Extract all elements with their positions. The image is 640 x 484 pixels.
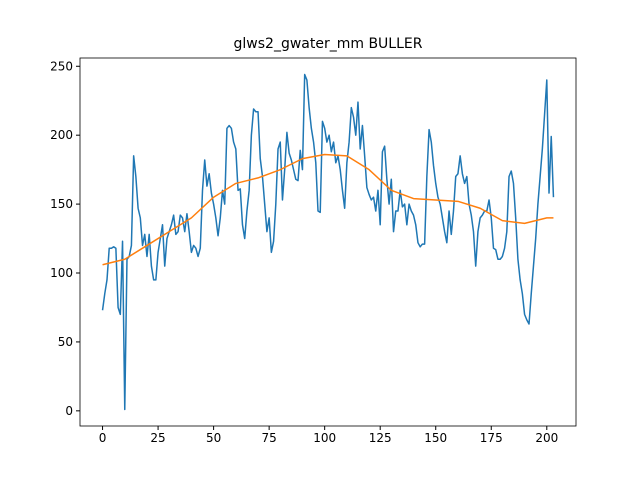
y-tick-label: 200 xyxy=(50,128,73,142)
x-tick-label: 75 xyxy=(261,431,276,445)
x-tick-label: 150 xyxy=(424,431,447,445)
x-tick-label: 125 xyxy=(369,431,392,445)
x-tick-label: 25 xyxy=(150,431,165,445)
x-tick-label: 50 xyxy=(206,431,221,445)
x-tick-label: 200 xyxy=(535,431,558,445)
y-tick-label: 150 xyxy=(50,197,73,211)
x-tick-label: 0 xyxy=(99,431,107,445)
y-tick-label: 100 xyxy=(50,266,73,280)
plot-frame xyxy=(79,57,577,427)
y-tick-label: 50 xyxy=(58,335,73,349)
y-tick-label: 250 xyxy=(50,59,73,73)
x-tick-label: 100 xyxy=(313,431,336,445)
chart-title: glws2_gwater_mm BULLER xyxy=(234,36,423,52)
data-line xyxy=(101,73,555,411)
x-tick-label: 175 xyxy=(480,431,503,445)
y-tick-label: 0 xyxy=(65,404,73,418)
data-line xyxy=(102,153,554,266)
